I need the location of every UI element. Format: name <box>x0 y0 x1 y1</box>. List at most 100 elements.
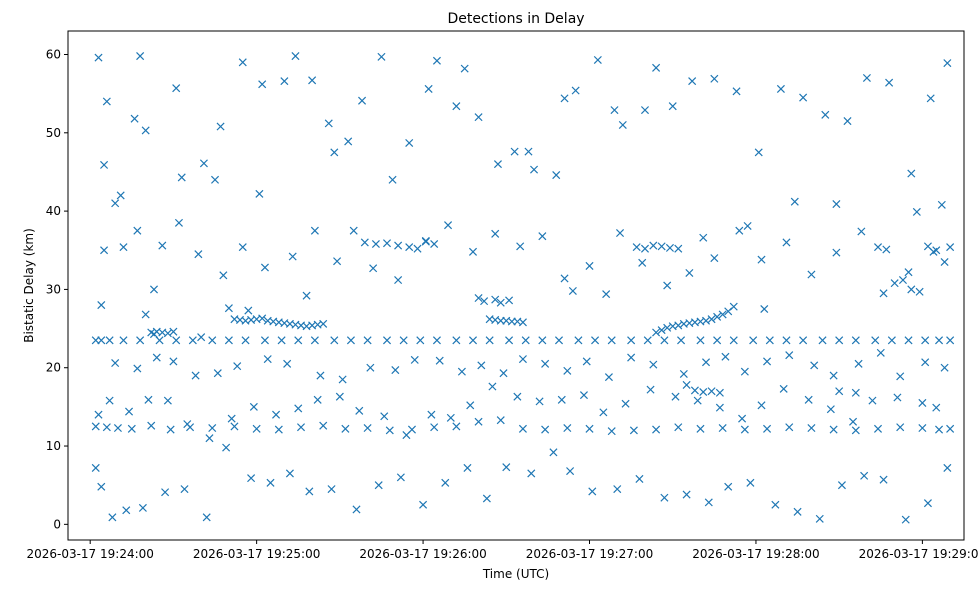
data-point <box>807 270 816 279</box>
data-point <box>682 490 691 499</box>
data-point <box>538 336 547 345</box>
data-point <box>177 173 186 182</box>
data-point <box>743 221 752 231</box>
data-point <box>518 355 527 364</box>
data-point <box>946 243 955 252</box>
data-point <box>740 425 749 434</box>
data-point <box>249 402 258 411</box>
data-point <box>607 427 616 436</box>
data-point <box>138 503 147 512</box>
data-point <box>97 301 106 310</box>
data-point <box>935 336 944 345</box>
data-point <box>804 395 813 404</box>
data-point <box>405 243 414 252</box>
data-point <box>244 306 253 315</box>
data-point <box>222 443 231 452</box>
data-point <box>360 238 369 247</box>
data-point <box>677 336 686 345</box>
data-point <box>699 387 708 397</box>
data-point <box>432 56 441 65</box>
data-point <box>319 421 328 430</box>
data-point <box>141 126 150 135</box>
data-point <box>310 336 319 345</box>
data-point <box>258 80 267 89</box>
x-tick-label: 2026-03-17 19:27:00 <box>526 547 653 561</box>
data-point <box>330 336 339 345</box>
data-point <box>585 261 594 270</box>
data-point <box>208 336 217 345</box>
data-point <box>285 469 294 478</box>
data-point <box>549 448 558 457</box>
data-point <box>530 165 539 174</box>
data-point <box>108 513 117 522</box>
data-point <box>915 287 924 296</box>
data-point <box>599 408 608 417</box>
data-point <box>707 387 716 396</box>
data-point <box>715 388 724 397</box>
data-point <box>421 236 430 245</box>
data-point <box>760 304 769 314</box>
data-point <box>210 175 220 184</box>
data-point <box>652 63 661 72</box>
data-point <box>940 363 949 372</box>
data-point <box>452 102 461 111</box>
data-point <box>505 336 514 345</box>
data-point <box>188 336 197 345</box>
data-point <box>482 494 491 503</box>
data-point <box>485 336 494 345</box>
data-point <box>935 425 944 434</box>
data-point <box>807 423 816 433</box>
data-point <box>671 392 680 401</box>
plot-frame <box>67 30 965 541</box>
data-point <box>294 404 303 413</box>
data-point <box>649 241 658 250</box>
data-point <box>241 336 250 345</box>
data-point <box>294 336 303 345</box>
data-point <box>851 388 860 397</box>
data-point <box>291 52 300 61</box>
data-point <box>288 252 297 261</box>
data-point <box>122 506 131 515</box>
data-point <box>266 478 275 487</box>
data-point <box>396 473 405 482</box>
data-point <box>937 200 946 209</box>
data-point <box>91 463 100 472</box>
data-point <box>616 229 625 238</box>
data-point <box>588 487 597 496</box>
data-point <box>202 513 211 522</box>
data-point <box>688 77 697 86</box>
data-point <box>829 425 838 434</box>
data-point <box>111 359 120 368</box>
data-point <box>643 336 652 345</box>
data-point <box>849 417 858 426</box>
data-point <box>141 310 150 319</box>
data-point <box>879 475 888 484</box>
data-point <box>133 226 142 235</box>
data-point <box>333 257 342 266</box>
data-point <box>452 422 461 431</box>
data-point <box>452 336 461 345</box>
data-point <box>105 396 114 405</box>
data-point <box>527 469 536 478</box>
data-point <box>302 291 311 300</box>
data-point <box>166 425 175 434</box>
data-point <box>660 336 669 345</box>
data-point <box>826 405 835 414</box>
data-point <box>377 52 386 61</box>
data-point <box>338 375 347 384</box>
data-point <box>369 264 378 273</box>
data-point <box>860 471 869 480</box>
data-point <box>851 336 860 345</box>
data-point <box>274 425 283 434</box>
data-point <box>463 463 472 472</box>
data-point <box>693 396 702 405</box>
data-point <box>610 106 619 115</box>
data-point <box>682 380 691 389</box>
data-point <box>474 294 483 303</box>
data-point <box>169 357 178 366</box>
data-point <box>224 304 233 313</box>
data-point <box>901 515 910 524</box>
data-point <box>416 336 425 345</box>
data-point <box>247 474 256 483</box>
data-point <box>663 281 672 290</box>
